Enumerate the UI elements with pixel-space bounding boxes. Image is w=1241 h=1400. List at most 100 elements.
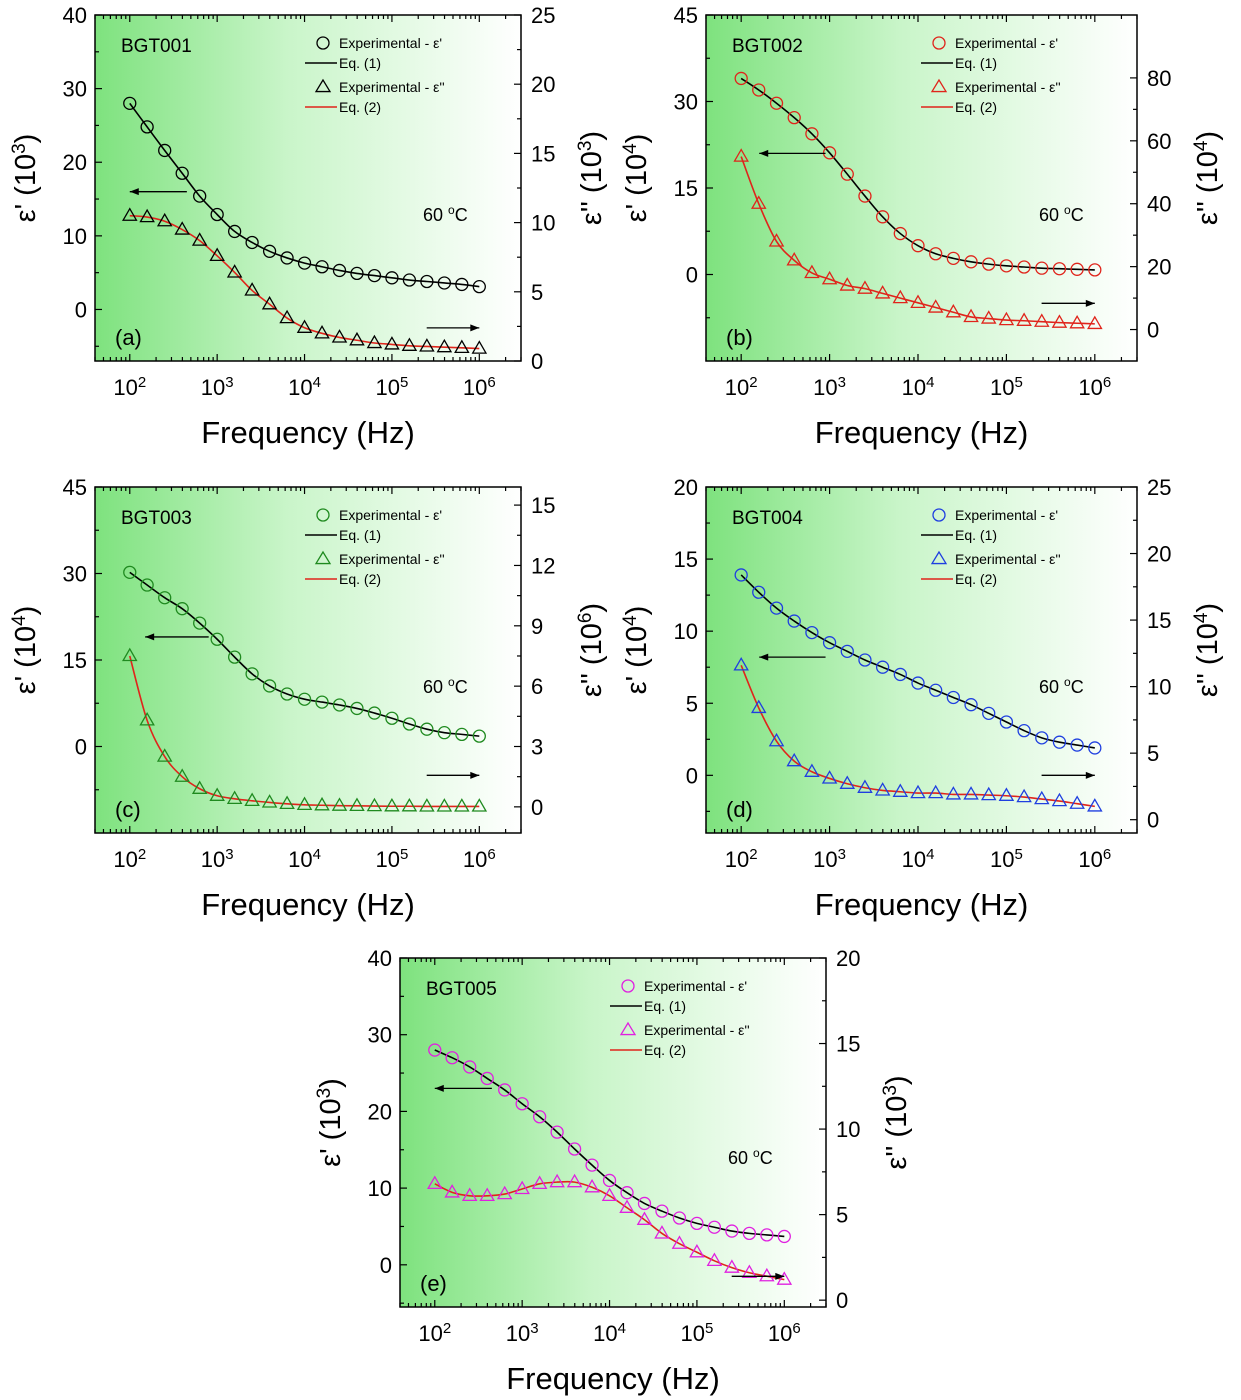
x-tick-label: 102 xyxy=(725,846,758,873)
data-point-circle xyxy=(964,698,978,712)
data-point-circle xyxy=(123,565,137,579)
legend-label: Experimental - ε' xyxy=(339,507,442,523)
data-point-circle xyxy=(1052,735,1067,749)
data-point-circle xyxy=(280,251,294,265)
data-point-triangle xyxy=(121,207,138,221)
data-point-triangle xyxy=(892,289,909,304)
y-right-tick-label: 15 xyxy=(1147,608,1171,633)
legend: Experimental - ε' Eq. (1) Experimental - ε… xyxy=(305,507,445,587)
series-eps-real xyxy=(428,1043,791,1244)
data-point-triangle xyxy=(750,195,767,209)
data-point-triangle xyxy=(331,797,348,811)
data-point-circle xyxy=(463,1060,477,1074)
data-point-triangle xyxy=(945,303,962,318)
data-point-triangle xyxy=(1016,312,1032,326)
data-point-triangle xyxy=(750,699,767,714)
y-right-tick-label: 20 xyxy=(531,72,555,97)
temperature-label: 60 oC xyxy=(1039,675,1084,697)
plot-background xyxy=(706,487,1137,833)
y-left-tick-label: 15 xyxy=(674,547,698,572)
data-point-circle xyxy=(193,616,207,630)
data-point-triangle xyxy=(804,763,820,777)
data-point-triangle xyxy=(927,784,944,799)
y-left-tick-label: 30 xyxy=(674,90,698,115)
data-point-circle xyxy=(210,207,224,222)
data-point-triangle xyxy=(821,270,838,285)
data-point-circle xyxy=(245,667,259,681)
data-point-circle xyxy=(123,96,137,110)
legend-label: Eq. (2) xyxy=(339,571,381,587)
arrow-to-right-axis-head xyxy=(470,771,480,779)
data-point-circle xyxy=(385,271,399,285)
data-point-circle xyxy=(332,263,347,278)
series-eps-real xyxy=(123,565,486,743)
fit-curve-eq1 xyxy=(740,77,1095,271)
y-axis-left: 0 10 20 30 40 xyxy=(368,946,407,1304)
data-point-circle xyxy=(787,614,801,628)
data-point-triangle xyxy=(174,768,190,782)
data-point-circle xyxy=(1070,738,1084,752)
arrow-to-right-axis-head xyxy=(775,1272,785,1280)
y-right-axis-title: ε'' (106) xyxy=(575,603,609,697)
data-point-circle xyxy=(929,683,943,697)
data-point-circle xyxy=(515,1097,529,1111)
data-point-circle xyxy=(734,71,748,86)
data-point-triangle xyxy=(1033,313,1050,327)
y-left-axis-title: ε' (103) xyxy=(314,1078,348,1167)
legend-label: Experimental - ε' xyxy=(644,978,747,994)
data-point-circle xyxy=(385,711,399,725)
data-point-circle xyxy=(472,729,486,743)
data-point-triangle xyxy=(963,308,979,323)
data-point-circle xyxy=(1035,731,1049,745)
fit-curve-eq2 xyxy=(128,655,480,808)
y-right-tick-label: 5 xyxy=(531,280,543,305)
y-right-tick-label: 6 xyxy=(531,674,543,699)
temperature-label: 60 oC xyxy=(728,1146,773,1168)
y-axis-right: 0 5 10 15 20 25 xyxy=(514,3,555,374)
data-point-triangle xyxy=(741,1264,758,1278)
x-tick-label: 103 xyxy=(813,374,846,401)
panel-e: 102 103 104 105 106 0 10 20 30 40 0 5 10 15 20 Frequenc… xyxy=(314,946,914,1396)
y-axis-right: 0 5 10 15 20 25 xyxy=(1130,475,1171,833)
legend-label: Eq. (2) xyxy=(339,99,381,115)
data-point-circle xyxy=(227,650,242,664)
x-tick-label: 103 xyxy=(201,374,234,401)
data-point-triangle xyxy=(776,1271,793,1285)
data-point-circle xyxy=(1017,260,1031,274)
data-point-triangle xyxy=(139,208,155,223)
data-point-triangle xyxy=(549,1173,565,1188)
data-point-triangle xyxy=(436,338,453,353)
x-axis-title: Frequency (Hz) xyxy=(201,415,415,450)
plot-frame xyxy=(705,486,1138,834)
legend-marker-triangle xyxy=(314,78,332,93)
data-point-circle xyxy=(742,1226,757,1241)
data-point-circle xyxy=(158,591,172,605)
legend-label: Experimental - ε'' xyxy=(644,1022,750,1038)
data-point-circle xyxy=(822,636,837,650)
data-point-circle xyxy=(752,585,766,599)
data-point-circle xyxy=(858,653,872,667)
y-right-tick-label: 20 xyxy=(1147,542,1171,567)
data-point-triangle xyxy=(426,1175,443,1190)
data-point-triangle xyxy=(436,798,453,812)
data-point-triangle xyxy=(496,1185,513,1200)
y-left-tick-label: 0 xyxy=(686,763,698,788)
y-axis-right: 0 5 10 15 20 xyxy=(819,946,860,1313)
legend-label: Eq. (1) xyxy=(339,527,381,543)
data-point-circle xyxy=(585,1158,599,1172)
data-point-circle xyxy=(437,726,452,740)
y-axis-left: 0 15 30 45 xyxy=(63,475,102,791)
data-point-circle xyxy=(946,690,961,705)
data-point-circle xyxy=(420,722,434,736)
y-right-tick-label: 0 xyxy=(531,795,543,820)
data-point-triangle xyxy=(566,1173,583,1188)
data-point-circle xyxy=(367,268,382,283)
x-tick-label: 105 xyxy=(376,846,409,873)
x-tick-label: 106 xyxy=(1078,374,1111,401)
plot-background xyxy=(95,15,521,361)
y-right-tick-label: 3 xyxy=(531,735,543,760)
y-right-tick-label: 5 xyxy=(836,1203,848,1228)
y-right-tick-label: 40 xyxy=(1147,192,1171,217)
y-axis-left: 0 15 30 45 xyxy=(674,3,713,319)
x-tick-label: 104 xyxy=(593,1320,626,1347)
